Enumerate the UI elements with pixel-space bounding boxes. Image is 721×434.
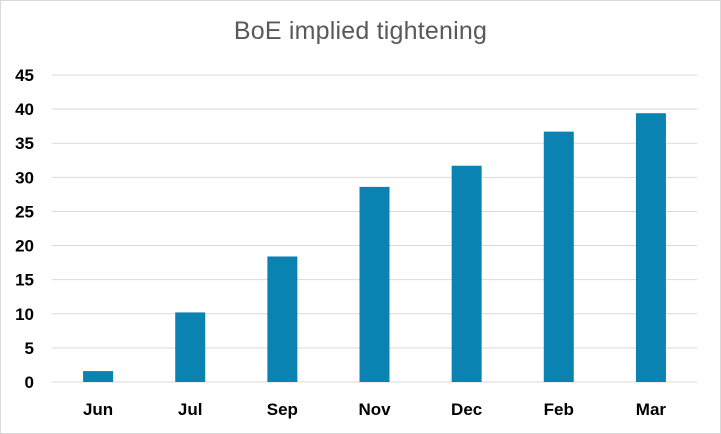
y-tick-label: 45 xyxy=(15,66,34,85)
x-tick-label: Feb xyxy=(544,400,574,419)
y-tick-label: 25 xyxy=(15,202,34,221)
x-tick-label: Mar xyxy=(636,400,667,419)
y-tick-label: 40 xyxy=(15,100,34,119)
bar-dec xyxy=(451,165,482,382)
chart-title: BoE implied tightening xyxy=(233,17,488,45)
y-tick-label: 10 xyxy=(15,305,34,324)
bar-mar xyxy=(635,113,666,383)
x-tick-label: Jul xyxy=(178,400,203,419)
x-tick-label: Sep xyxy=(267,400,298,419)
y-tick-label: 20 xyxy=(15,237,34,256)
y-tick-label: 0 xyxy=(25,373,34,392)
x-tick-label: Nov xyxy=(358,400,391,419)
y-tick-label: 35 xyxy=(15,134,34,153)
x-tick-label: Jun xyxy=(83,400,113,419)
y-tick-label: 15 xyxy=(15,271,34,290)
x-tick-label: Dec xyxy=(451,400,482,419)
bar-jun xyxy=(83,371,114,382)
bar-feb xyxy=(543,131,574,382)
y-tick-label: 5 xyxy=(25,339,34,358)
bar-nov xyxy=(359,186,390,382)
bar-sep xyxy=(267,256,298,382)
bar-jul xyxy=(175,312,206,382)
y-tick-label: 30 xyxy=(15,168,34,187)
